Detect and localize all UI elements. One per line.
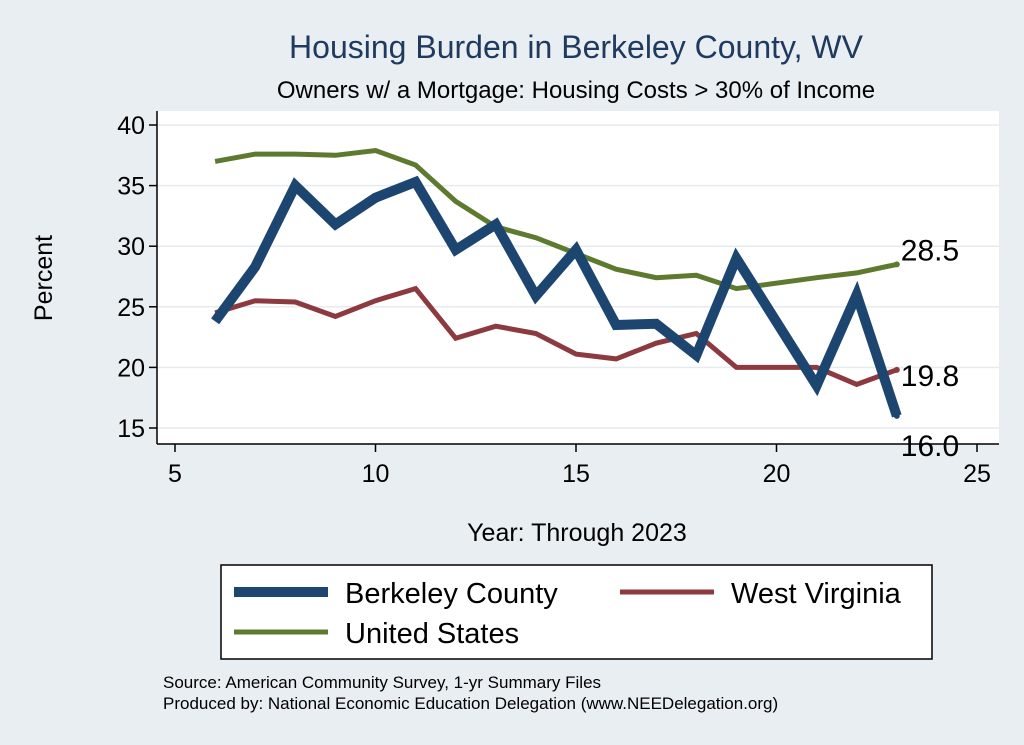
x-tick-label: 10 (362, 460, 390, 488)
legend-label-west-virginia: West Virginia (731, 578, 902, 610)
y-ticks: 15 20 25 30 35 40 (117, 112, 157, 443)
y-tick-label: 40 (117, 112, 145, 140)
legend-label-united-states: United States (345, 618, 519, 650)
end-label-berkeley-county: 16.0 (901, 430, 959, 463)
end-labels: 28.5 19.8 16.0 (901, 234, 959, 463)
source-note: Source: American Community Survey, 1-yr … (163, 673, 601, 692)
end-label-west-virginia: 19.8 (901, 360, 959, 393)
series-line-united-states (214, 147, 898, 292)
y-tick-label: 35 (117, 173, 145, 201)
x-axis-label: Year: Through 2023 (467, 519, 687, 547)
series-line-west-virginia (214, 285, 898, 388)
series-end-point-west-virginia (893, 366, 900, 373)
chart-title: Housing Burden in Berkeley County, WV (289, 29, 864, 65)
series-end-point-united-states (893, 261, 900, 268)
y-axis-label: Percent (30, 235, 58, 321)
series-group (211, 147, 902, 419)
legend-label-berkeley-county: Berkeley County (345, 578, 558, 610)
chart-subtitle: Owners w/ a Mortgage: Housing Costs > 30… (277, 77, 875, 104)
y-tick-label: 25 (117, 294, 145, 322)
x-tick-label: 25 (963, 460, 991, 488)
producer-note: Produced by: National Economic Education… (163, 694, 778, 713)
series-line-berkeley-county (211, 175, 902, 418)
end-label-united-states: 28.5 (901, 234, 959, 267)
series-end-point-berkeley-county (893, 412, 900, 419)
x-tick-label: 5 (168, 460, 182, 488)
x-ticks: 5 10 15 20 25 (168, 444, 991, 488)
x-tick-label: 15 (562, 460, 590, 488)
legend-box (220, 564, 933, 660)
plot-area (157, 111, 999, 444)
legend: Berkeley County West Virginia United Sta… (220, 564, 933, 660)
x-tick-label: 20 (763, 460, 791, 488)
y-tick-label: 30 (117, 233, 145, 261)
y-tick-label: 20 (117, 354, 145, 382)
y-tick-label: 15 (117, 415, 145, 443)
